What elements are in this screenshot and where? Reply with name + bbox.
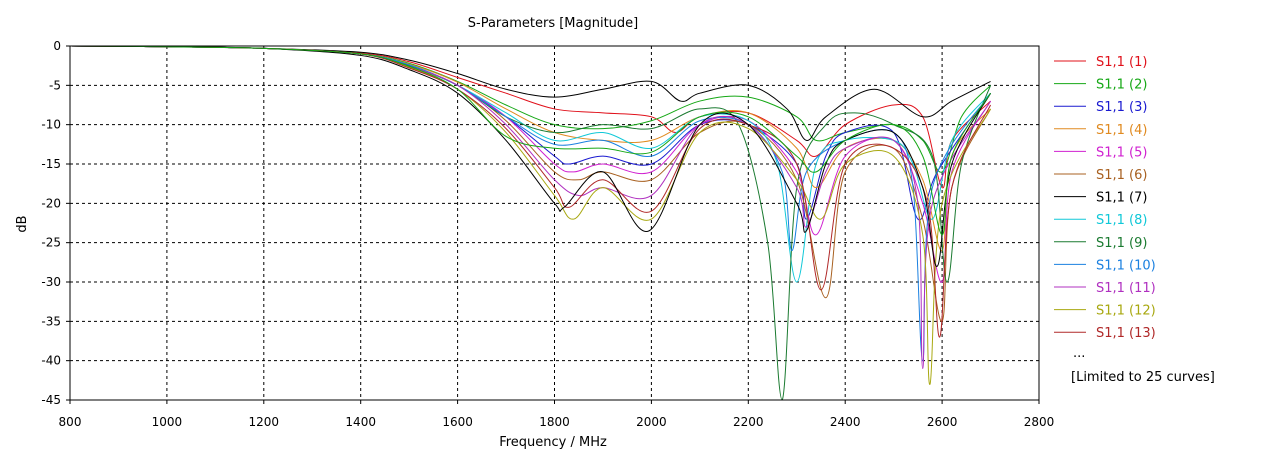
x-tick-label: 800 xyxy=(59,415,82,429)
legend-label-12: S1,1 (12) xyxy=(1096,304,1156,319)
x-tick-label: 2400 xyxy=(830,415,861,429)
y-tick-label: -35 xyxy=(41,314,61,328)
y-tick-label: -40 xyxy=(41,354,61,368)
legend-label-2: S1,1 (2) xyxy=(1096,78,1147,93)
x-tick-label: 1400 xyxy=(345,415,376,429)
legend-label-13: S1,1 (13) xyxy=(1096,326,1156,341)
legend-ellipsis: ... xyxy=(1073,346,1085,361)
x-tick-label: 2800 xyxy=(1024,415,1055,429)
series-line-13 xyxy=(69,45,992,338)
y-tick-label: -25 xyxy=(41,236,61,250)
x-axis-title: Frequency / MHz xyxy=(499,435,607,450)
legend-label-7: S1,1 (7) xyxy=(1096,191,1147,206)
series-line-14 xyxy=(69,45,991,267)
y-tick-label: -45 xyxy=(41,393,61,407)
series-line-6 xyxy=(69,45,991,322)
x-tick-label: 1200 xyxy=(249,415,280,429)
y-axis-title: dB xyxy=(15,215,30,232)
legend-label-6: S1,1 (6) xyxy=(1096,168,1147,183)
legend-label-8: S1,1 (8) xyxy=(1096,213,1147,228)
y-tick-label: -30 xyxy=(41,275,61,289)
legend-label-9: S1,1 (9) xyxy=(1096,236,1147,251)
legend-label-3: S1,1 (3) xyxy=(1096,100,1147,115)
series-line-1 xyxy=(69,45,991,189)
x-tick-label: 2000 xyxy=(636,415,667,429)
series-line-7 xyxy=(69,45,991,141)
x-tick-label: 1600 xyxy=(442,415,473,429)
grid-lines xyxy=(70,46,1039,400)
legend-note: [Limited to 25 curves] xyxy=(1071,370,1215,385)
y-tick-label: -15 xyxy=(41,157,61,171)
series-lines xyxy=(69,45,992,401)
y-tick-label: 0 xyxy=(53,39,61,53)
legend-label-11: S1,1 (11) xyxy=(1096,281,1156,296)
plot-frame xyxy=(69,45,1040,401)
x-tick-label: 1800 xyxy=(539,415,570,429)
legend-label-1: S1,1 (1) xyxy=(1096,55,1147,70)
legend: S1,1 (1) S1,1 (2) S1,1 (3) S1,1 (4) S1,1 (5)… xyxy=(1054,55,1156,341)
x-tick-label: 2200 xyxy=(733,415,764,429)
y-tick-label: -10 xyxy=(41,118,61,132)
x-tick-label: 1000 xyxy=(152,415,183,429)
series-line-15 xyxy=(69,45,991,236)
legend-label-4: S1,1 (4) xyxy=(1096,123,1147,138)
series-line-9 xyxy=(69,45,992,401)
y-tick-label: -20 xyxy=(41,196,61,210)
y-tick-label: -5 xyxy=(49,78,61,92)
legend-label-10: S1,1 (10) xyxy=(1096,258,1156,273)
chart-title: S-Parameters [Magnitude] xyxy=(468,16,639,31)
tick-labels: 800 1000 1200 1400 1600 1800 2000 2200 2400 2600 2… xyxy=(41,39,1054,429)
legend-label-5: S1,1 (5) xyxy=(1096,145,1147,160)
x-tick-label: 2600 xyxy=(927,415,958,429)
